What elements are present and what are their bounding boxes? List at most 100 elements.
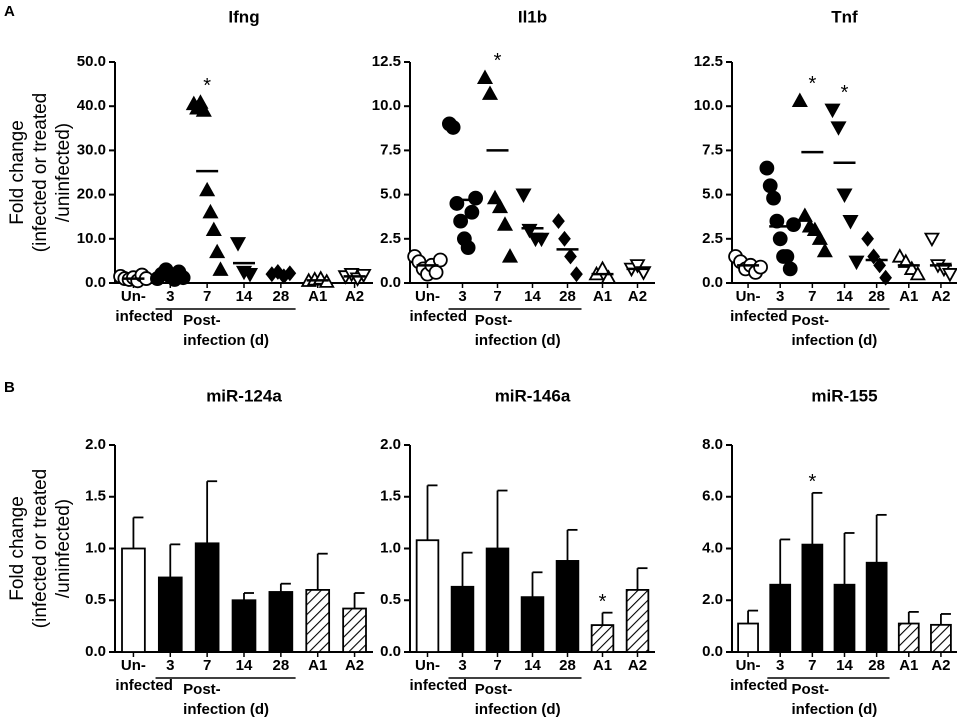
dot — [428, 264, 444, 280]
dot — [848, 255, 865, 271]
x-tick-label: 3 — [166, 657, 175, 674]
y-tick-label: 2.0 — [85, 436, 106, 453]
y-axis-label: /uninfected) — [53, 123, 74, 222]
dot — [879, 269, 892, 286]
dot — [782, 261, 798, 277]
y-tick-label: 12.5 — [372, 53, 401, 70]
dot — [762, 178, 778, 194]
dot — [842, 215, 859, 230]
group-label: Post- — [475, 681, 513, 698]
x-tick-label: 28 — [272, 288, 290, 305]
y-tick-label: 1.0 — [85, 539, 106, 556]
x-tick-label: 14 — [235, 657, 253, 674]
chart-title: miR-124a — [206, 386, 282, 405]
dot — [195, 102, 212, 117]
annotation: * — [841, 82, 849, 104]
group-label: infection (d) — [791, 332, 877, 349]
y-tick-label: 7.5 — [702, 141, 723, 158]
dot — [824, 103, 841, 119]
dot — [212, 261, 229, 276]
x-tick-label: 7 — [202, 657, 212, 674]
dot — [816, 242, 833, 258]
dot — [897, 253, 914, 268]
dot — [786, 217, 801, 233]
x-tick-label: Un-infected — [730, 657, 788, 694]
group-label: Post- — [183, 681, 221, 698]
group-label: infection (d) — [183, 332, 269, 349]
dot — [806, 221, 823, 237]
x-tick-label: 28 — [559, 657, 576, 674]
dot — [791, 92, 808, 107]
x-tick-label: A2 — [627, 657, 648, 674]
y-tick-label: 1.5 — [85, 488, 106, 505]
dot — [552, 213, 565, 230]
x-tick-label: A2 — [931, 288, 951, 305]
dot — [175, 270, 191, 286]
x-tick-label: 14 — [836, 657, 853, 674]
x-tick-label: Un-infected — [115, 288, 173, 325]
dot — [779, 249, 795, 264]
group-label: Post- — [791, 681, 829, 698]
bar — [157, 576, 183, 653]
x-tick-label: 3 — [776, 657, 785, 674]
dot — [766, 190, 781, 206]
bar — [121, 547, 146, 653]
bar — [833, 583, 856, 653]
bar — [590, 624, 615, 653]
bar — [342, 607, 367, 653]
x-tick-label: A1 — [592, 657, 613, 674]
y-tick-label: 12.5 — [694, 53, 723, 70]
dot — [923, 232, 940, 248]
dot — [533, 232, 550, 248]
dot — [491, 198, 509, 214]
x-tick-label: 3 — [458, 657, 467, 674]
dot — [861, 230, 874, 247]
dot — [564, 248, 577, 265]
dot — [759, 160, 775, 176]
y-tick-label: 50.0 — [77, 53, 106, 70]
x-tick-label: A1 — [899, 657, 919, 674]
dot — [199, 181, 216, 197]
y-tick-label: 10.0 — [372, 97, 401, 114]
x-tick-label: 3 — [166, 288, 175, 305]
bar — [520, 596, 545, 653]
dot — [796, 207, 813, 222]
y-tick-label: 10.0 — [694, 97, 723, 114]
x-tick-label: Un-infected — [115, 657, 173, 694]
x-tick-label: 14 — [836, 288, 853, 305]
x-tick-label: A1 — [899, 288, 919, 305]
dot — [476, 69, 494, 85]
dot — [635, 266, 652, 281]
x-tick-label: A2 — [627, 288, 648, 305]
y-axis-label: /uninfected) — [53, 499, 74, 598]
dot — [460, 240, 476, 256]
y-tick-label: 2.5 — [380, 230, 401, 247]
group-label: infection (d) — [183, 701, 269, 718]
y-axis-label: (infected or treated — [30, 93, 51, 252]
bar — [268, 591, 294, 653]
dot — [836, 188, 853, 203]
y-tick-label: 8.0 — [702, 436, 723, 453]
chart-title: miR-155 — [811, 386, 877, 405]
bar — [415, 539, 440, 653]
dot — [629, 259, 646, 274]
group-label: infection (d) — [475, 701, 561, 718]
group-label: Post- — [791, 312, 829, 329]
group-label: infection (d) — [475, 332, 561, 349]
y-tick-label: 2.5 — [702, 230, 723, 247]
dot — [753, 259, 768, 275]
chart-title: Tnf — [831, 7, 858, 26]
chart-title: miR-146a — [495, 386, 571, 405]
chart-title: Ifng — [228, 7, 259, 26]
x-tick-label: 7 — [202, 288, 212, 305]
annotation: * — [494, 50, 502, 72]
annotation: * — [599, 591, 607, 613]
y-axis-label: (infected or treated — [30, 469, 51, 628]
dot — [501, 248, 519, 263]
y-tick-label: 6.0 — [702, 488, 723, 505]
dot — [445, 120, 461, 135]
y-axis-label: Fold change — [7, 120, 28, 225]
x-tick-label: A1 — [308, 657, 328, 674]
dot — [941, 268, 957, 283]
